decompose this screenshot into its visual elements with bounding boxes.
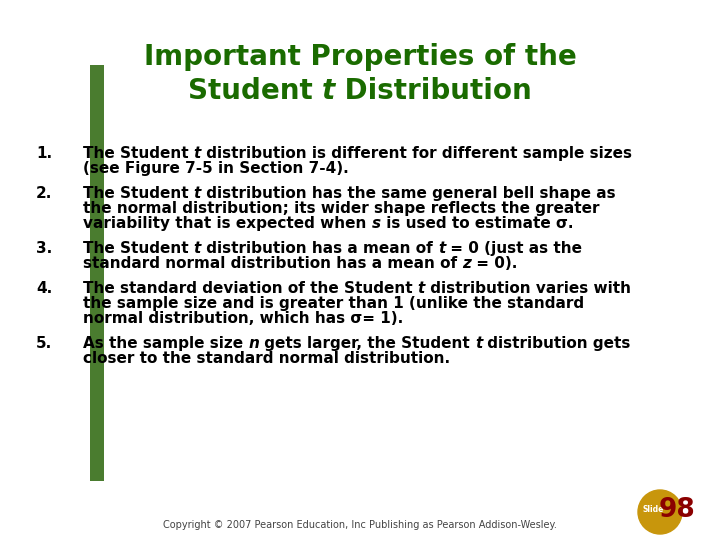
Text: t: t [475, 336, 482, 351]
Text: Slide: Slide [642, 504, 664, 514]
Text: 3.: 3. [36, 241, 53, 256]
Text: z: z [462, 256, 471, 271]
Text: = 0).: = 0). [471, 256, 518, 271]
Text: Student: Student [188, 77, 322, 105]
Text: 1.: 1. [36, 146, 52, 161]
Text: 98: 98 [659, 497, 696, 523]
Text: gets larger, the Student: gets larger, the Student [259, 336, 475, 351]
Text: = 0 (just as the: = 0 (just as the [445, 241, 582, 256]
Text: The Student: The Student [83, 241, 194, 256]
Text: the normal distribution; its wider shape reflects the greater: the normal distribution; its wider shape… [83, 201, 599, 216]
Text: variability that is expected when: variability that is expected when [83, 216, 372, 231]
Text: s: s [372, 216, 381, 231]
Text: t: t [194, 186, 201, 201]
Text: distribution has a mean of: distribution has a mean of [201, 241, 438, 256]
FancyBboxPatch shape [90, 65, 104, 481]
Text: 2.: 2. [36, 186, 53, 201]
Text: distribution gets: distribution gets [482, 336, 631, 351]
Text: distribution is different for different sample sizes: distribution is different for different … [201, 146, 632, 161]
Text: 5.: 5. [36, 336, 53, 351]
Text: t: t [418, 281, 425, 296]
Text: closer to the standard normal distribution.: closer to the standard normal distributi… [83, 351, 450, 366]
Text: t: t [438, 241, 445, 256]
Text: Distribution: Distribution [336, 77, 532, 105]
Text: standard normal distribution has a mean of: standard normal distribution has a mean … [83, 256, 462, 271]
Text: The standard deviation of the Student: The standard deviation of the Student [83, 281, 418, 296]
Text: 4.: 4. [36, 281, 53, 296]
Text: is used to estimate σ.: is used to estimate σ. [381, 216, 573, 231]
Text: the sample size and is greater than 1 (unlike the standard: the sample size and is greater than 1 (u… [83, 296, 584, 311]
Text: The Student: The Student [83, 186, 194, 201]
Text: Copyright © 2007 Pearson Education, Inc Publishing as Pearson Addison-Wesley.: Copyright © 2007 Pearson Education, Inc … [163, 520, 557, 530]
Text: t: t [194, 241, 201, 256]
Text: t: t [322, 77, 336, 105]
Text: distribution has the same general bell shape as: distribution has the same general bell s… [201, 186, 616, 201]
Text: (see Figure 7-5 in Section 7-4).: (see Figure 7-5 in Section 7-4). [83, 161, 348, 176]
Text: n: n [248, 336, 259, 351]
Text: The Student: The Student [83, 146, 194, 161]
Text: As the sample size: As the sample size [83, 336, 248, 351]
Text: t: t [194, 146, 201, 161]
Text: distribution varies with: distribution varies with [425, 281, 631, 296]
Text: normal distribution, which has σ= 1).: normal distribution, which has σ= 1). [83, 311, 403, 326]
Circle shape [638, 490, 682, 534]
Text: Important Properties of the: Important Properties of the [143, 43, 577, 71]
